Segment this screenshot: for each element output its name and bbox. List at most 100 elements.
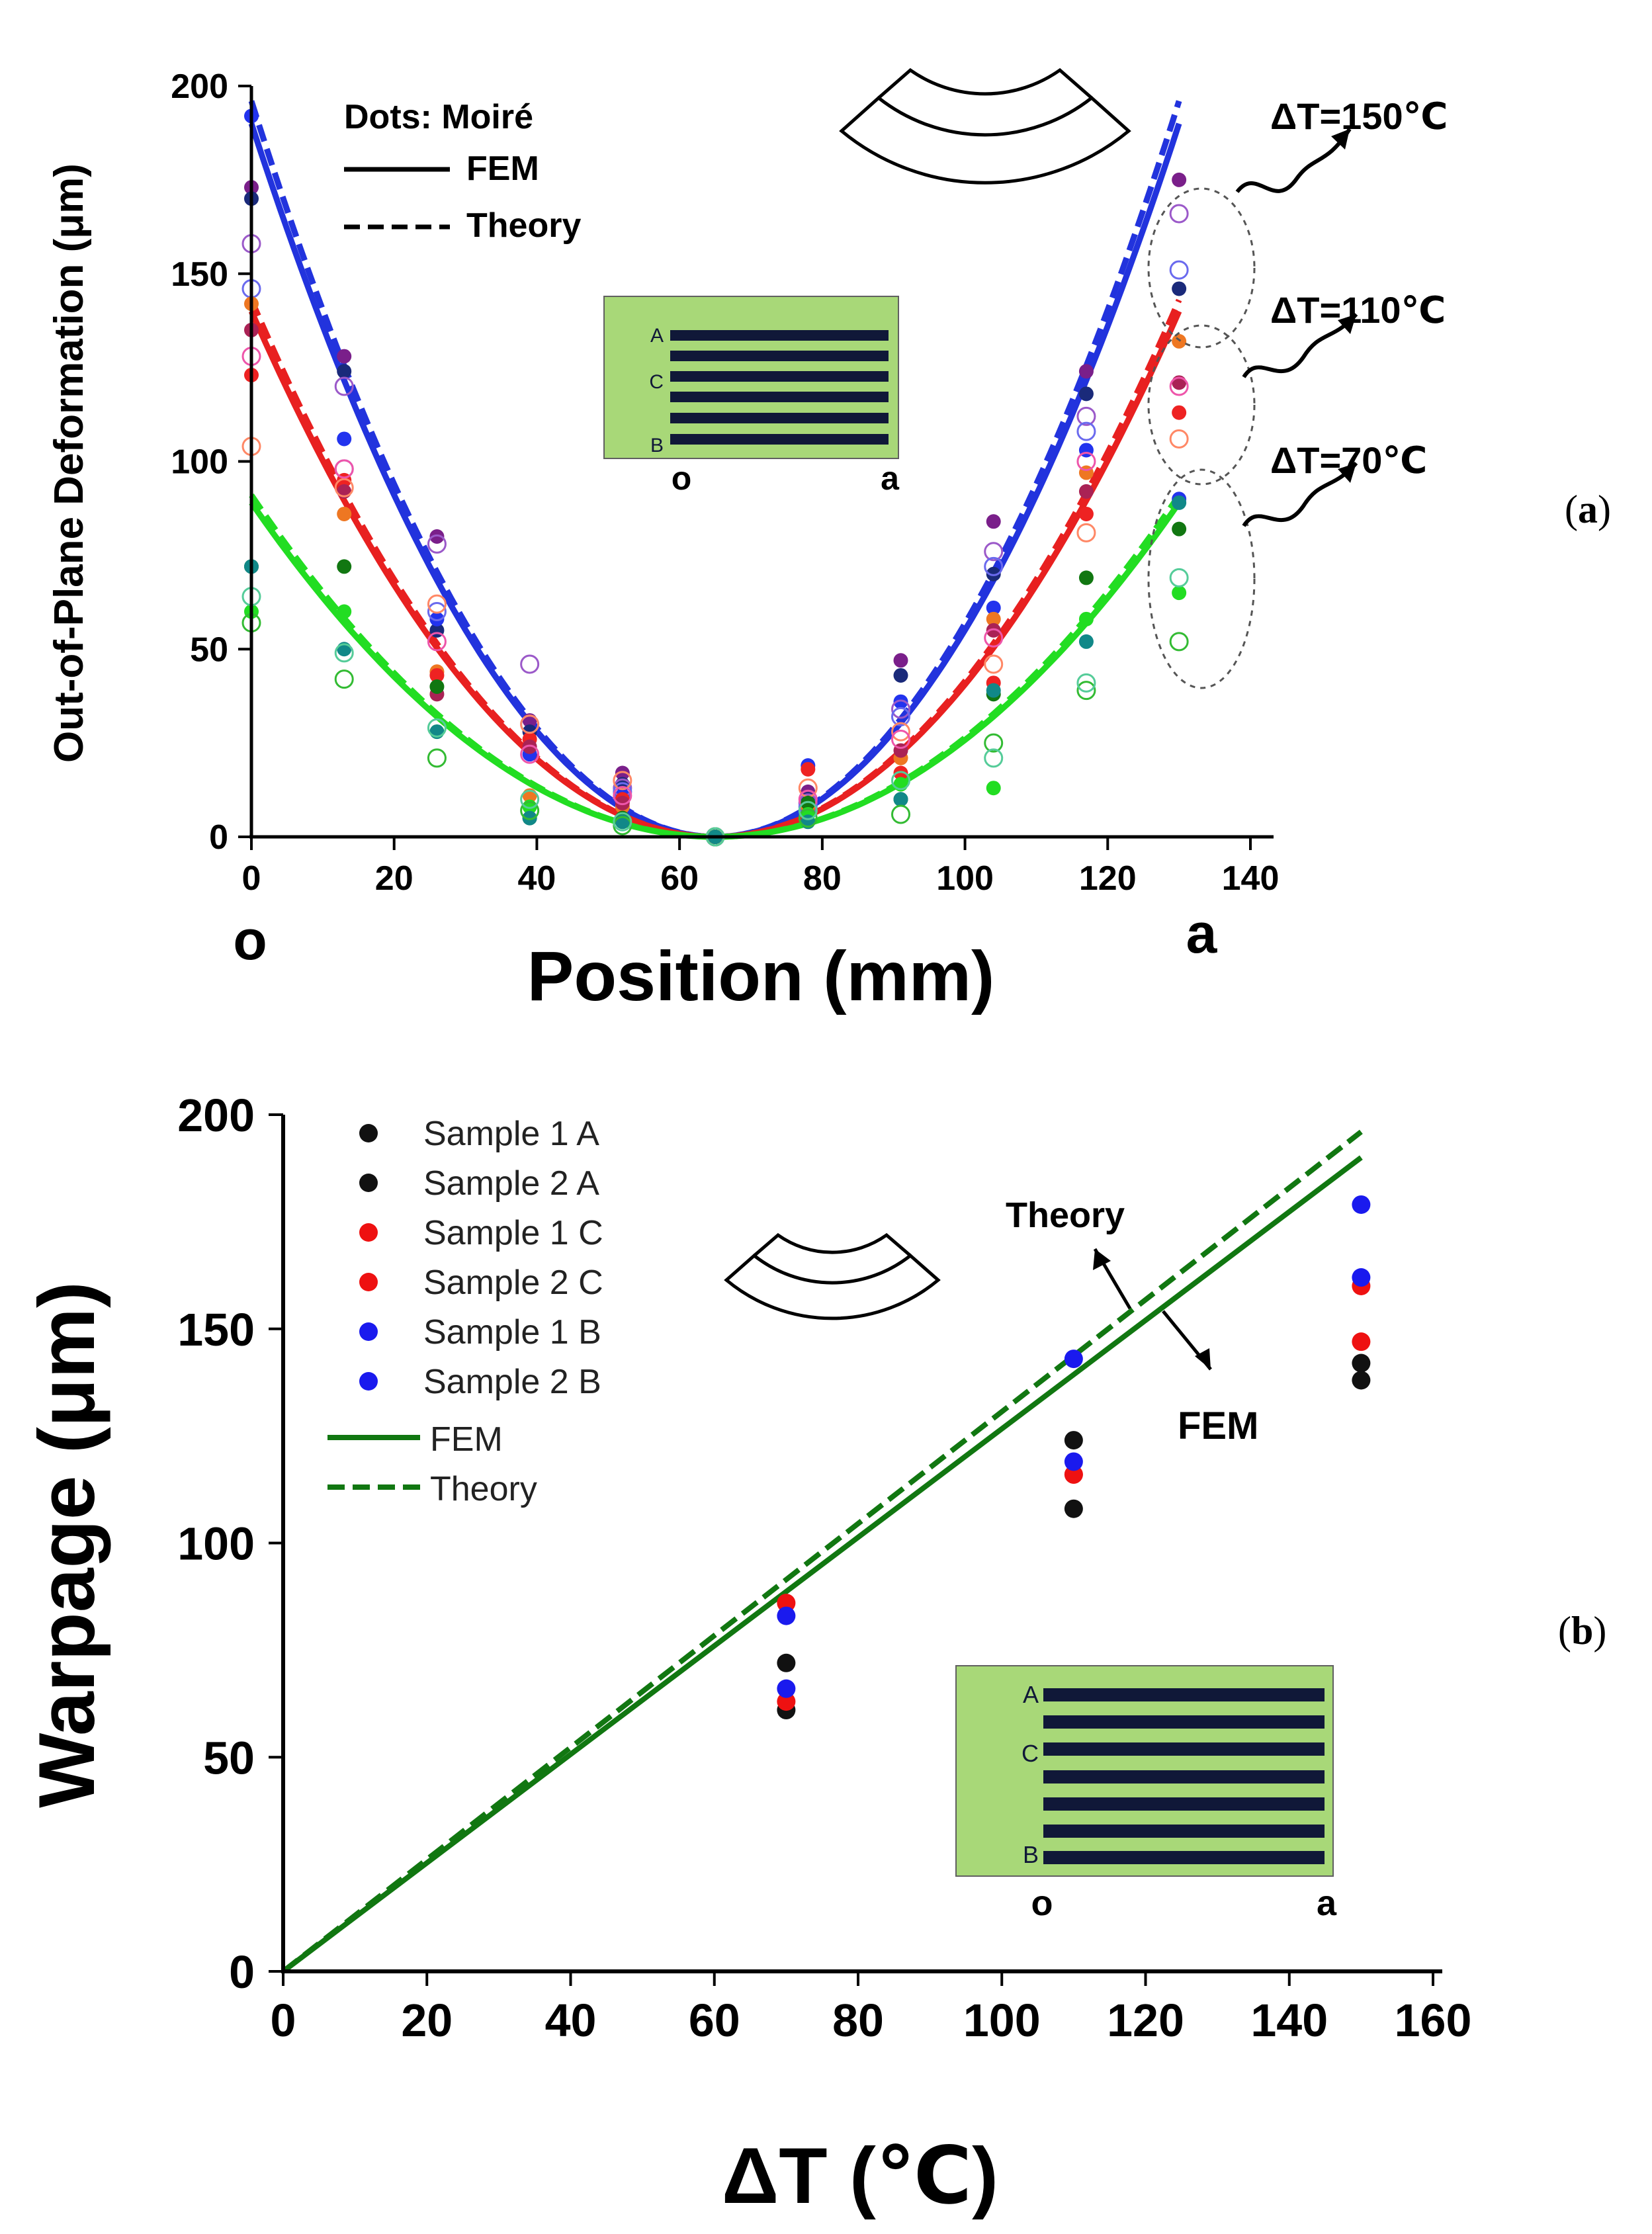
a-moire-point xyxy=(1172,585,1187,601)
a-x-tick-label: 100 xyxy=(936,859,994,898)
b-y-tick-label: 100 xyxy=(177,1518,255,1570)
b-point-sample-2-c xyxy=(1064,1465,1083,1484)
a-moire-point xyxy=(334,669,354,689)
b-x-tick-label: 0 xyxy=(271,1995,296,2046)
a-points xyxy=(241,108,1189,847)
b-legend-label: Sample 2 B xyxy=(423,1363,601,1401)
b-annotation-theory: Theory xyxy=(1006,1195,1125,1235)
a-moire-point xyxy=(984,556,1004,576)
b-x-ticks: 0 20 40 60 80 100 120 140 160 xyxy=(271,1971,1471,2046)
a-x-end-label-o: o xyxy=(233,909,267,971)
a-moire-point xyxy=(1172,521,1187,537)
a-inset-label-a: a xyxy=(881,460,900,497)
b-x-tick-label: 120 xyxy=(1107,1995,1184,2046)
a-ellipse-150 xyxy=(1147,187,1256,349)
a-legend-fem: FEM xyxy=(466,150,539,188)
b-inset-label-a: a xyxy=(1317,1883,1337,1923)
b-x-axis-title: ΔT (℃) xyxy=(722,2131,998,2220)
a-x-end-label-a: a xyxy=(1186,902,1218,965)
b-line-theory xyxy=(281,1129,1363,1974)
a-moire-point xyxy=(1169,260,1189,280)
a-inset-stripe xyxy=(670,392,889,402)
a-y-tick-label: 150 xyxy=(171,255,228,294)
panel-a-chart: 0 20 40 60 80 100 120 140 0 50 100 150 200 o a Posi… xyxy=(46,67,1448,1015)
b-x-tick-label: 80 xyxy=(832,1995,884,2046)
a-inset-row-b: B xyxy=(650,435,664,456)
b-arrowhead-theory xyxy=(1093,1249,1111,1270)
b-annotation-arrowheads xyxy=(1093,1249,1211,1369)
a-inset-stripe xyxy=(670,434,889,445)
a-moire-point xyxy=(1169,204,1189,224)
a-moire-point xyxy=(1172,172,1187,187)
a-moire-point xyxy=(615,795,630,810)
a-inset-panel xyxy=(603,296,899,459)
a-moire-point xyxy=(613,771,632,791)
a-x-tick-label: 60 xyxy=(660,859,699,898)
a-moire-point xyxy=(1078,364,1094,379)
a-moire-point xyxy=(337,349,352,364)
a-moire-point xyxy=(613,812,632,832)
a-inset-stripe xyxy=(670,413,889,423)
a-moire-point xyxy=(520,800,540,820)
a-x-ticks: 0 20 40 60 80 100 120 140 xyxy=(242,837,1280,898)
b-line-fem xyxy=(281,1155,1363,1974)
a-moire-point xyxy=(613,786,632,806)
a-moire-point xyxy=(984,628,1004,648)
b-legend-fem-label: FEM xyxy=(430,1420,503,1459)
a-moire-point xyxy=(334,376,354,396)
a-moire-point xyxy=(1078,634,1094,649)
a-moire-point xyxy=(986,566,1001,581)
a-moire-point xyxy=(1169,376,1189,396)
a-moire-point xyxy=(798,800,818,820)
a-moire-point xyxy=(337,506,352,521)
b-point-sample-1-a xyxy=(1064,1431,1083,1450)
b-bent-strip-icon xyxy=(724,1232,941,1320)
a-y-tick-label: 0 xyxy=(209,818,228,857)
b-point-sample-1-c xyxy=(777,1594,796,1613)
a-y-tick-label: 200 xyxy=(171,67,228,106)
b-x-tick-label: 60 xyxy=(689,1995,740,2046)
a-moire-point xyxy=(429,667,445,683)
a-moire-point xyxy=(1078,570,1094,585)
panel-b-label: (b) xyxy=(1558,1609,1606,1653)
a-moire-point xyxy=(429,611,445,626)
a-moire-point xyxy=(1172,495,1187,510)
a-moire-point xyxy=(986,623,1001,638)
a-moire-point xyxy=(1169,568,1189,587)
a-curve-theory-ΔT=70℃ xyxy=(249,494,1182,840)
a-moire-point xyxy=(1078,386,1094,402)
b-inset-stripe xyxy=(1043,1851,1325,1864)
b-point-sample-1-a xyxy=(777,1653,796,1672)
b-inset-stripe xyxy=(1043,1825,1325,1838)
a-arrowhead-150 xyxy=(1331,129,1350,150)
a-moire-point xyxy=(986,600,1001,615)
b-legend-marker xyxy=(359,1124,378,1142)
a-x-tick-label: 140 xyxy=(1222,859,1280,898)
a-x-tick-label: 120 xyxy=(1079,859,1137,898)
a-inset-stripe xyxy=(670,371,889,382)
a-moire-point xyxy=(427,632,447,652)
a-moire-point xyxy=(1078,484,1094,499)
b-legend-marker xyxy=(359,1322,378,1341)
b-points xyxy=(777,1195,1371,1720)
a-moire-point xyxy=(520,714,540,734)
a-x-tick-label: 0 xyxy=(242,859,261,898)
a-moire-point xyxy=(429,529,445,544)
a-moire-point xyxy=(893,792,908,807)
b-point-sample-2-a xyxy=(1064,1499,1083,1518)
b-x-tick-label: 40 xyxy=(545,1995,597,2046)
a-x-axis-title: Position (mm) xyxy=(527,937,995,1015)
a-inset-stripe xyxy=(670,330,889,341)
b-legend-label: Sample 1 A xyxy=(423,1115,599,1153)
a-moire-point xyxy=(891,722,910,742)
b-arrowhead-fem xyxy=(1195,1348,1211,1369)
a-moire-point xyxy=(1169,429,1189,449)
a-moire-point xyxy=(984,748,1004,768)
a-y-ticks: 0 50 100 150 200 xyxy=(171,67,251,857)
a-moire-point xyxy=(334,459,354,479)
a-moire-point xyxy=(893,667,908,683)
a-moire-point xyxy=(891,707,910,726)
a-moire-point xyxy=(801,761,816,777)
a-moire-point xyxy=(520,789,540,809)
